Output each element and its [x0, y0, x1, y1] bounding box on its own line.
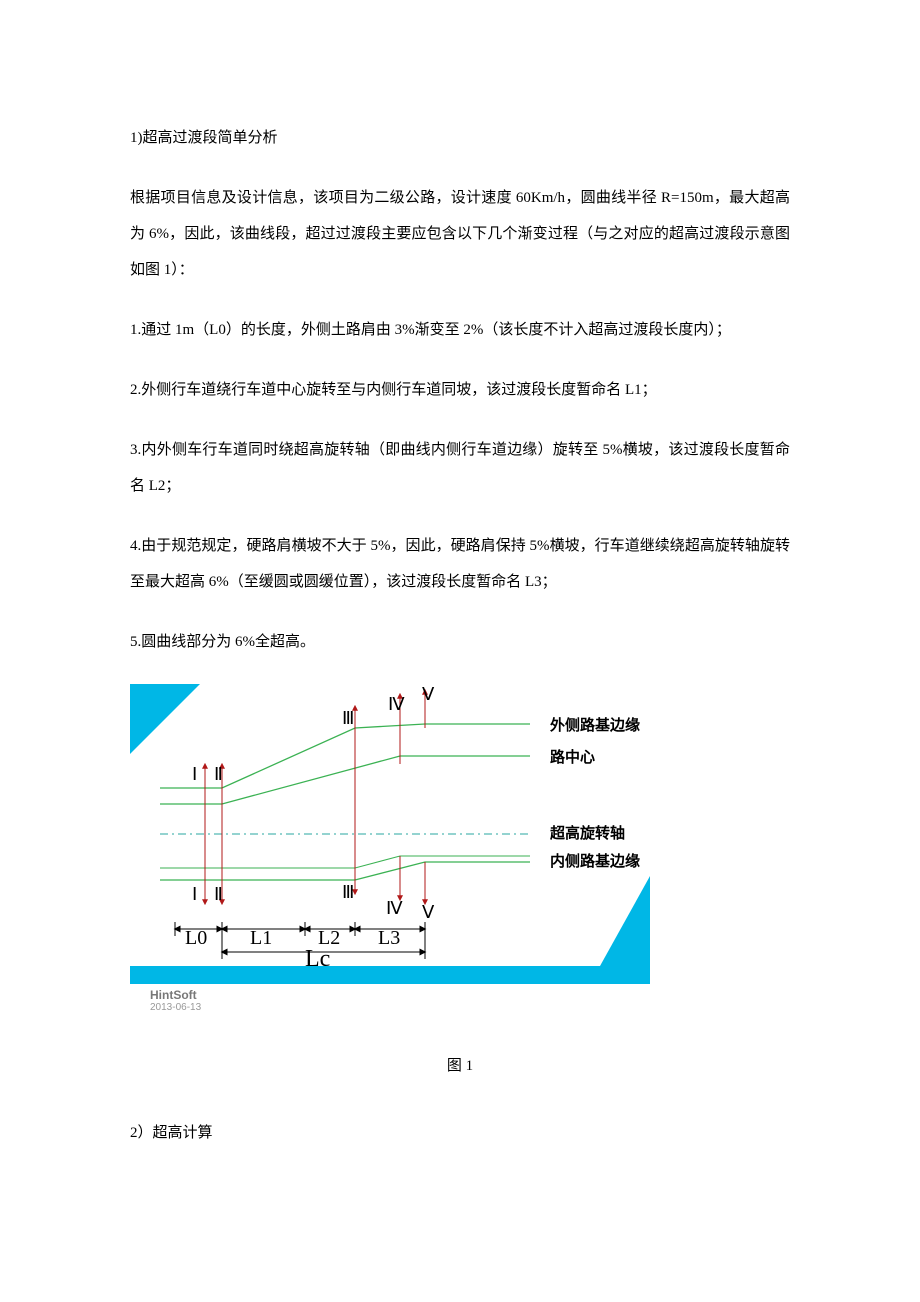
- svg-text:Ⅲ: Ⅲ: [342, 708, 354, 728]
- bottom-bar: [130, 966, 650, 984]
- svg-text:Ⅰ: Ⅰ: [192, 884, 197, 904]
- section1-p4: 3.内外侧车行车道同时绕超高旋转轴（即曲线内侧行车道边缘）旋转至 5%横坡，该过…: [130, 432, 790, 504]
- svg-text:L0: L0: [185, 927, 207, 949]
- svg-text:路中心: 路中心: [550, 748, 595, 766]
- svg-text:Ⅳ: Ⅳ: [386, 898, 403, 918]
- svg-text:L3: L3: [378, 927, 400, 949]
- svg-text:超高旋转轴: 超高旋转轴: [549, 824, 625, 842]
- watermark-brand: HintSoft: [150, 988, 650, 1002]
- left-triangle: [130, 684, 200, 754]
- svg-text:Ⅱ: Ⅱ: [214, 884, 223, 904]
- dim-labels: L0 L1 L2 L3: [185, 927, 400, 949]
- section1-p6: 5.圆曲线部分为 6%全超高。: [130, 624, 790, 660]
- svg-text:Ⅰ: Ⅰ: [192, 764, 197, 784]
- svg-text:Ⅴ: Ⅴ: [422, 902, 435, 922]
- figure1-caption: 图 1: [130, 1054, 790, 1075]
- section1-p5: 4.由于规范规定，硬路肩横坡不大于 5%，因此，硬路肩保持 5%横坡，行车道继续…: [130, 528, 790, 600]
- bottom-markers: [205, 834, 425, 904]
- svg-text:内侧路基边缘: 内侧路基边缘: [550, 852, 640, 870]
- roman-bottom: Ⅰ Ⅱ Ⅲ Ⅳ Ⅴ: [192, 882, 435, 922]
- section1-heading: 1)超高过渡段简单分析: [130, 120, 790, 156]
- watermark: HintSoft 2013-06-13: [150, 988, 650, 1014]
- right-triangle: [600, 876, 650, 966]
- section2-heading: 2）超高计算: [130, 1115, 790, 1151]
- svg-text:Ⅴ: Ⅴ: [422, 684, 435, 704]
- watermark-date: 2013-06-13: [150, 1002, 650, 1014]
- lc-label: Lc: [305, 946, 330, 972]
- svg-text:L1: L1: [250, 927, 272, 949]
- roman-top: Ⅰ Ⅱ Ⅲ Ⅳ Ⅴ: [192, 684, 435, 784]
- inner-edge-line: [160, 862, 530, 880]
- svg-text:Ⅳ: Ⅳ: [388, 694, 405, 714]
- figure1-diagram: Ⅰ Ⅱ Ⅲ Ⅳ Ⅴ Ⅰ Ⅱ Ⅲ Ⅳ Ⅴ 外侧路基边缘 路中心 超高旋转轴 内侧路…: [130, 684, 650, 1014]
- svg-text:Ⅱ: Ⅱ: [214, 764, 223, 784]
- section1-p1: 根据项目信息及设计信息，该项目为二级公路，设计速度 60Km/h，圆曲线半径 R…: [130, 180, 790, 288]
- svg-text:外侧路基边缘: 外侧路基边缘: [549, 716, 640, 734]
- section1-p3: 2.外侧行车道绕行车道中心旋转至与内侧行车道同坡，该过渡段长度暂命名 L1；: [130, 372, 790, 408]
- svg-text:Ⅲ: Ⅲ: [342, 882, 354, 902]
- section1-p2: 1.通过 1m（L0）的长度，外侧土路肩由 3%渐变至 2%（该长度不计入超高过…: [130, 312, 790, 348]
- right-labels: 外侧路基边缘 路中心 超高旋转轴 内侧路基边缘: [549, 716, 640, 870]
